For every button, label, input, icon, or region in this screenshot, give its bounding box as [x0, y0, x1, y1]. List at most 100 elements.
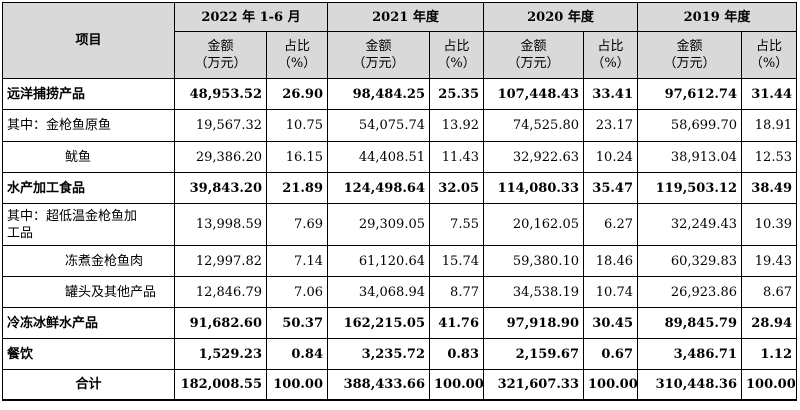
amount-cell: 124,498.64: [327, 172, 430, 204]
amount-cell: 39,843.20: [174, 172, 267, 204]
amount-cell: 34,068.94: [327, 276, 430, 308]
amount-cell: 12,846.79: [174, 276, 267, 308]
amount-cell: 54,075.74: [327, 109, 430, 142]
amount-cell: 3,486.71: [637, 338, 742, 370]
ratio-cell: 100.00: [583, 369, 638, 401]
amount-label: 金额: [207, 39, 234, 54]
amount-cell: 321,607.33: [483, 369, 584, 401]
ratio-label: 占比: [443, 39, 470, 54]
table-row: 其中：超低温金枪鱼加 工品 13,998.59 7.69 29,309.05 7.…: [2, 203, 797, 246]
amount-cell: 97,612.74: [637, 78, 742, 110]
amount-cell: 34,538.19: [483, 276, 584, 308]
ratio-cell: 6.27: [583, 203, 638, 246]
ratio-cell: 1.12: [741, 338, 797, 370]
amount-cell: 13,998.59: [174, 203, 267, 246]
row-label: 餐饮: [2, 338, 175, 370]
ratio-cell: 13.92: [429, 109, 484, 142]
ratio-cell: 10.39: [741, 203, 797, 246]
table-row: 其中：金枪鱼原鱼 19,567.32 10.75 54,075.74 13.92…: [2, 109, 797, 142]
amount-unit: （万元）: [194, 56, 247, 71]
amount-cell: 58,699.70: [637, 109, 742, 142]
ratio-label: 占比: [283, 39, 310, 54]
amount-cell: 20,162.05: [483, 203, 584, 246]
ratio-cell: 21.89: [266, 172, 328, 204]
amount-label: 金额: [676, 39, 703, 54]
ratio-cell: 25.35: [429, 78, 484, 110]
ratio-unit: （%）: [591, 56, 630, 71]
ratio-header: 占比 （%）: [429, 31, 484, 79]
ratio-cell: 7.69: [266, 203, 328, 246]
ratio-cell: 28.94: [741, 307, 797, 339]
ratio-cell: 18.46: [583, 245, 638, 277]
amount-cell: 89,845.79: [637, 307, 742, 339]
row-label: 鱿鱼: [2, 141, 175, 173]
table-container: 项目 2022 年 1-6 月 2021 年度 2020 年度 2019 年度 …: [2, 2, 797, 401]
amount-cell: 98,484.25: [327, 78, 430, 110]
ratio-cell: 7.14: [266, 245, 328, 277]
ratio-header: 占比 （%）: [583, 31, 638, 79]
period-header: 2022 年 1-6 月: [174, 2, 328, 32]
row-label: 罐头及其他产品: [2, 276, 175, 308]
amount-cell: 26,923.86: [637, 276, 742, 308]
ratio-cell: 30.45: [583, 307, 638, 339]
amount-cell: 1,529.23: [174, 338, 267, 370]
amount-header: 金额 （万元）: [327, 31, 430, 79]
period-header: 2021 年度: [327, 2, 484, 32]
total-row: 合计 182,008.55 100.00 388,433.66 100.00 3…: [2, 369, 797, 401]
row-label: 其中：金枪鱼原鱼: [2, 109, 175, 142]
ratio-cell: 16.15: [266, 141, 328, 173]
table-row: 远洋捕捞产品 48,953.52 26.90 98,484.25 25.35 1…: [2, 78, 797, 110]
amount-cell: 12,997.82: [174, 245, 267, 277]
ratio-unit: （%）: [437, 56, 476, 71]
revenue-breakdown-table: 项目 2022 年 1-6 月 2021 年度 2020 年度 2019 年度 …: [2, 2, 797, 401]
amount-header: 金额 （万元）: [637, 31, 742, 79]
ratio-cell: 33.41: [583, 78, 638, 110]
amount-header: 金额 （万元）: [483, 31, 584, 79]
amount-cell: 29,386.20: [174, 141, 267, 173]
amount-cell: 119,503.12: [637, 172, 742, 204]
amount-cell: 19,567.32: [174, 109, 267, 142]
ratio-cell: 18.91: [741, 109, 797, 142]
amount-label: 金额: [365, 39, 392, 54]
ratio-cell: 100.00: [741, 369, 797, 401]
ratio-cell: 10.75: [266, 109, 328, 142]
ratio-cell: 38.49: [741, 172, 797, 204]
ratio-cell: 11.43: [429, 141, 484, 173]
amount-cell: 3,235.72: [327, 338, 430, 370]
table-row: 水产加工食品 39,843.20 21.89 124,498.64 32.05 …: [2, 172, 797, 204]
ratio-cell: 31.44: [741, 78, 797, 110]
ratio-cell: 19.43: [741, 245, 797, 277]
ratio-cell: 26.90: [266, 78, 328, 110]
ratio-cell: 41.76: [429, 307, 484, 339]
ratio-cell: 15.74: [429, 245, 484, 277]
amount-unit: （万元）: [352, 56, 405, 71]
ratio-cell: 0.67: [583, 338, 638, 370]
ratio-cell: 0.84: [266, 338, 328, 370]
amount-unit: （万元）: [507, 56, 560, 71]
amount-cell: 48,953.52: [174, 78, 267, 110]
ratio-label: 占比: [597, 39, 624, 54]
ratio-unit: （%）: [277, 56, 317, 71]
period-header: 2019 年度: [637, 2, 797, 32]
amount-cell: 61,120.64: [327, 245, 430, 277]
table-row: 冻煮金枪鱼肉 12,997.82 7.14 61,120.64 15.74 59…: [2, 245, 797, 277]
amount-cell: 388,433.66: [327, 369, 430, 401]
table-row: 餐饮 1,529.23 0.84 3,235.72 0.83 2,159.67 …: [2, 338, 797, 370]
metric-header-row: 金额 （万元） 占比 （%） 金额 （万元） 占比 （%） 金额 （万元） 占比 （%） 金…: [3, 31, 797, 79]
amount-header: 金额 （万元）: [174, 31, 267, 79]
amount-cell: 182,008.55: [174, 369, 267, 401]
ratio-cell: 7.06: [266, 276, 328, 308]
amount-cell: 32,249.43: [637, 203, 742, 246]
row-label: 合计: [2, 369, 175, 401]
row-label: 远洋捕捞产品: [2, 78, 175, 110]
ratio-cell: 100.00: [429, 369, 484, 401]
ratio-cell: 8.77: [429, 276, 484, 308]
ratio-cell: 12.53: [741, 141, 797, 173]
row-label: 水产加工食品: [2, 172, 175, 204]
ratio-header: 占比 （%）: [741, 31, 797, 79]
period-header-row: 项目 2022 年 1-6 月 2021 年度 2020 年度 2019 年度: [2, 2, 797, 79]
ratio-header: 占比 （%）: [266, 31, 328, 79]
ratio-cell: 35.47: [583, 172, 638, 204]
ratio-cell: 7.55: [429, 203, 484, 246]
amount-cell: 44,408.51: [327, 141, 430, 173]
